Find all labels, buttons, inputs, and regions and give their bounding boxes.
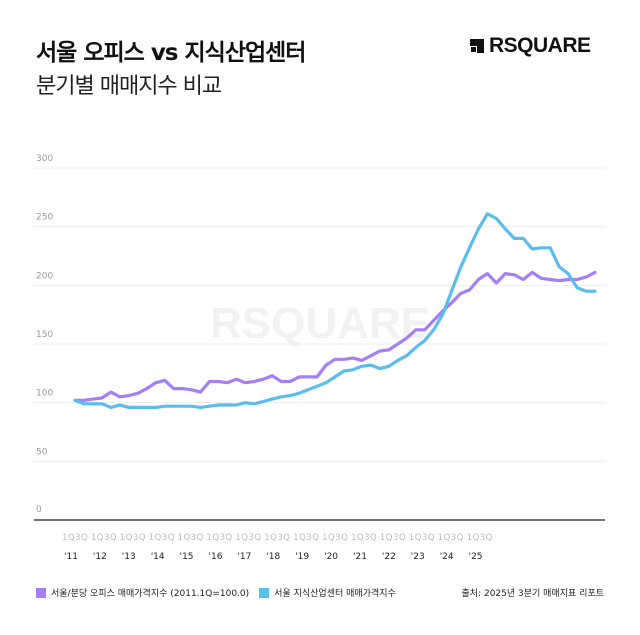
legend: 서울/분당 오피스 매매가격지수 (2011.1Q=100.0) 서울 지식산업… [36,586,396,599]
quarter-tick-label: 1Q3Q [91,533,117,543]
year-tick-label: '12 [93,552,107,562]
quarter-tick-label: 1Q3Q [467,533,493,543]
year-tick-label: '21 [353,552,367,562]
quarter-tick-label: 1Q3Q [264,533,290,543]
quarter-tick-label: 1Q3Q [207,533,233,543]
legend-label-knowledge-center: 서울 지식산업센터 매매가격지수 [274,589,396,599]
quarter-tick-label: 1Q3Q [380,533,406,543]
y-tick-label: 250 [36,213,53,223]
quarter-tick-label: 1Q3Q [409,533,435,543]
rsquare-logo: RSQUARE [470,34,591,58]
legend-swatch-office [36,587,46,598]
logo-text: RSQUARE [489,34,591,57]
year-tick-label: '13 [122,552,136,562]
year-tick-label: '11 [64,552,78,562]
quarter-tick-label: 1Q3Q [178,533,204,543]
series-line-knowledge-center [73,212,597,409]
chart-subtitle: 분기별 매매지수 비교 [36,74,222,99]
watermark: RSQUARE [210,299,430,348]
year-tick-label: '23 [411,552,425,562]
series-line-office [73,270,597,402]
quarter-tick-label: 1Q3Q [438,533,464,543]
year-tick-label: '17 [237,552,251,562]
y-tick-label: 0 [36,505,42,515]
quarter-tick-label: 1Q3Q [120,533,146,543]
year-tick-label: '25 [469,552,483,562]
quarter-tick-label: 1Q3Q [62,533,88,543]
chart-title: 서울 오피스 vs 지식산업센터 [36,40,306,66]
year-tick-label: '20 [324,552,338,562]
legend-label-office: 서울/분당 오피스 매매가격지수 (2011.1Q=100.0) [51,589,250,599]
year-tick-label: '24 [440,552,454,562]
rsquare-logo-icon [470,39,484,53]
legend-swatch-knowledge-center [259,587,270,598]
y-tick-label: 100 [36,389,53,399]
quarter-tick-label: 1Q3Q [149,533,175,543]
year-tick-label: '19 [295,552,309,562]
y-tick-label: 200 [36,271,53,281]
quarter-tick-label: 1Q3Q [235,533,261,543]
quarter-tick-label: 1Q3Q [322,533,348,543]
year-tick-label: '15 [180,552,194,562]
y-tick-label: 50 [36,447,48,457]
y-tick-label: 150 [36,330,53,340]
quarter-tick-label: 1Q3Q [351,533,377,543]
year-tick-label: '22 [382,552,396,562]
y-tick-label: 300 [36,154,53,164]
year-tick-label: '16 [209,552,223,562]
source-note: 출처: 2025년 3분기 매매지표 리포트 [461,589,604,599]
quarter-tick-label: 1Q3Q [293,533,319,543]
year-tick-label: '18 [266,552,280,562]
year-tick-label: '14 [151,552,165,562]
